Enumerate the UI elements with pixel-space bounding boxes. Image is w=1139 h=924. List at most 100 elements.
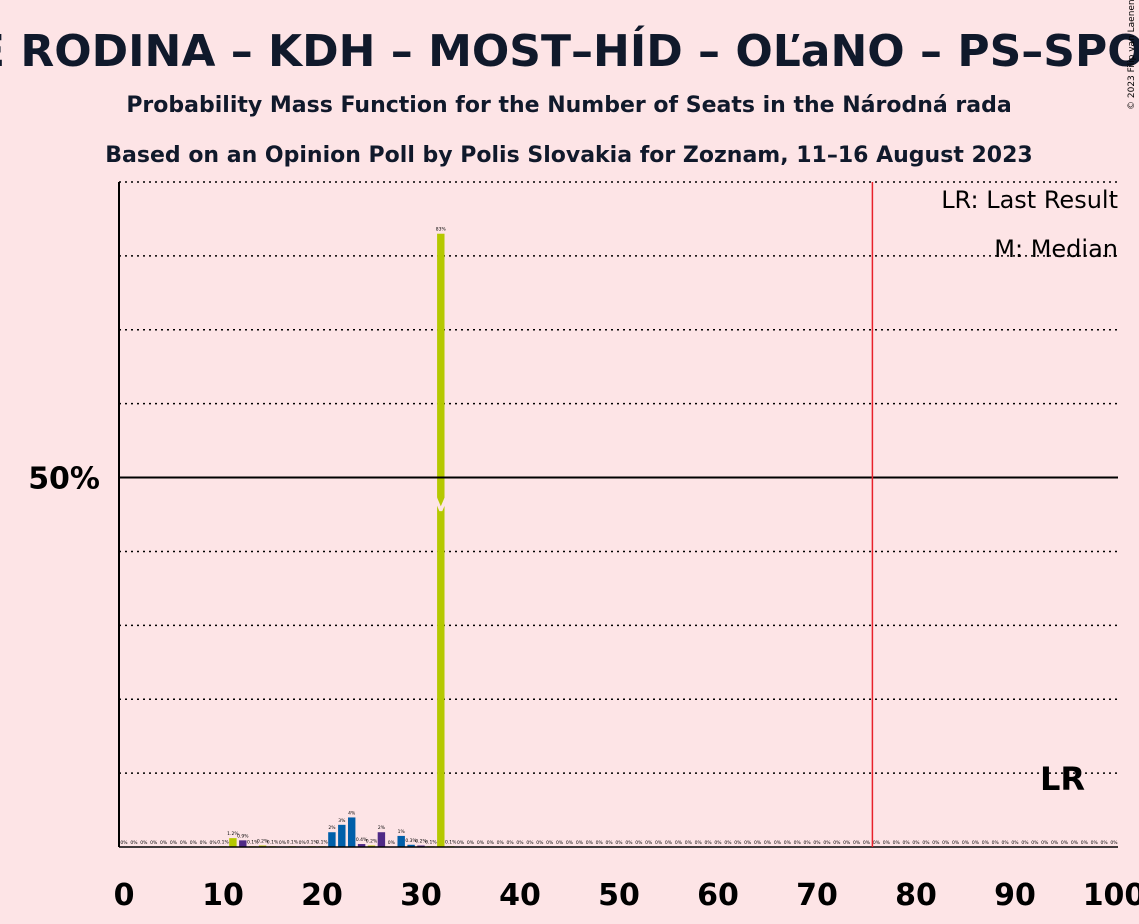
bar-label-seat-15: 0.1% [267,839,279,845]
bar-label-seat-100: 0% [1110,840,1118,846]
bar-label-seat-70: 0% [813,840,821,846]
bar-label-seat-38: 0% [497,840,505,846]
x-tick-20: 20 [301,878,343,913]
bar-label-seat-64: 0% [754,840,762,846]
bar-label-seat-40: 0% [516,840,524,846]
bar-label-seat-67: 0% [784,840,792,846]
bar-label-seat-45: 0% [566,840,574,846]
bar-label-seat-0: 0% [120,840,128,846]
bar-label-seat-48: 0% [596,840,604,846]
bar-label-seat-32: 83% [436,227,447,233]
x-tick-90: 90 [994,878,1036,913]
bar-seat-29 [407,844,415,847]
bar-label-seat-53: 0% [645,840,653,846]
bar-label-seat-27: 0% [388,840,396,846]
bar-label-seat-3: 0% [150,840,158,846]
bar-label-seat-4: 0% [160,840,168,846]
bar-label-seat-71: 0% [823,840,831,846]
bar-label-seat-79: 0% [903,840,911,846]
x-tick-0: 0 [114,878,135,913]
bar-label-seat-57: 0% [685,840,693,846]
bar-label-seat-66: 0% [774,840,782,846]
bar-label-seat-36: 0% [477,840,485,846]
bars-group [219,233,455,847]
bar-label-seat-96: 0% [1071,840,1079,846]
chart-title: ME RODINA – KDH – MOST–HÍD – OĽaNO – PS–… [0,24,1139,77]
legend-last-result: LR: Last Result [941,186,1118,214]
bar-label-seat-69: 0% [804,840,812,846]
bar-label-seat-78: 0% [893,840,901,846]
bar-label-seat-6: 0% [180,840,188,846]
bar-label-seat-9: 0% [210,840,218,846]
bar-label-seat-99: 0% [1101,840,1109,846]
x-tick-100: 100 [1083,878,1139,913]
bar-seat-32 [437,233,445,847]
bar-label-seat-39: 0% [507,840,515,846]
bar-label-seat-90: 0% [1011,840,1019,846]
bar-label-seat-17: 0.1% [287,839,299,845]
bar-seat-22 [338,824,346,847]
bar-label-seat-33: 0.1% [445,839,457,845]
bar-label-seat-80: 0% [912,840,920,846]
bar-label-seat-46: 0% [576,840,584,846]
bar-label-seat-43: 0% [546,840,554,846]
bar-seat-11 [229,838,237,847]
legend-median: M: Median [994,235,1118,263]
bar-label-seat-58: 0% [695,840,703,846]
x-tick-30: 30 [400,878,442,913]
bar-label-seat-41: 0% [526,840,534,846]
bar-label-seat-14: 0.2% [257,839,269,845]
x-tick-70: 70 [796,878,838,913]
x-tick-50: 50 [598,878,640,913]
bar-label-seat-8: 0% [200,840,208,846]
bar-label-seat-28: 1% [398,829,406,835]
bar-label-seat-19: 0.1% [306,839,318,845]
bar-label-seat-87: 0% [982,840,990,846]
bar-label-seat-37: 0% [487,840,495,846]
bar-label-seat-26: 2% [378,825,386,831]
bar-label-seat-76: 0% [873,840,881,846]
x-tick-10: 10 [202,878,244,913]
bar-label-seat-81: 0% [922,840,930,846]
bar-label-seat-85: 0% [962,840,970,846]
bar-label-seat-34: 0% [457,840,465,846]
bar-label-seat-44: 0% [556,840,564,846]
bar-label-seat-63: 0% [744,840,752,846]
bar-label-seat-74: 0% [853,840,861,846]
bar-label-seat-24: 0.4% [356,837,368,843]
bar-label-seat-52: 0% [635,840,643,846]
bar-label-seat-98: 0% [1091,840,1099,846]
bar-label-seat-68: 0% [794,840,802,846]
bar-label-seat-59: 0% [705,840,713,846]
gridlines [119,181,1118,774]
bar-label-seat-82: 0% [932,840,940,846]
bar-label-seat-21: 2% [328,825,336,831]
bar-label-seat-20: 0.1% [316,839,328,845]
bar-label-seat-23: 4% [348,810,356,816]
bar-label-seat-31: 0.1% [425,839,437,845]
bar-label-seat-55: 0% [665,840,673,846]
bar-label-seat-89: 0% [1002,840,1010,846]
bar-label-seat-54: 0% [655,840,663,846]
bar-label-seat-95: 0% [1061,840,1069,846]
bar-label-seat-2: 0% [140,840,148,846]
bar-label-seat-16: 0% [279,840,287,846]
bar-label-seat-7: 0% [190,840,198,846]
bar-label-seat-91: 0% [1021,840,1029,846]
bar-labels-group: 0% 0% 0% 0% 0% 0% 0% 0% 0% 0% 0.1%1.2%0.9%0.1%0.2%… [120,227,1118,846]
bar-label-seat-13: 0.1% [247,839,259,845]
bar-label-seat-86: 0% [972,840,980,846]
bar-label-seat-49: 0% [606,840,614,846]
last-result-marker: LR [1040,760,1085,798]
bar-seat-21 [328,832,336,847]
bar-label-seat-62: 0% [734,840,742,846]
bar-label-seat-75: 0% [863,840,871,846]
bar-label-seat-93: 0% [1041,840,1049,846]
bar-label-seat-51: 0% [625,840,633,846]
bar-label-seat-1: 0% [130,840,138,846]
bar-label-seat-97: 0% [1081,840,1089,846]
bar-label-seat-47: 0% [586,840,594,846]
bar-label-seat-88: 0% [992,840,1000,846]
bar-label-seat-77: 0% [883,840,891,846]
bar-label-seat-73: 0% [843,840,851,846]
